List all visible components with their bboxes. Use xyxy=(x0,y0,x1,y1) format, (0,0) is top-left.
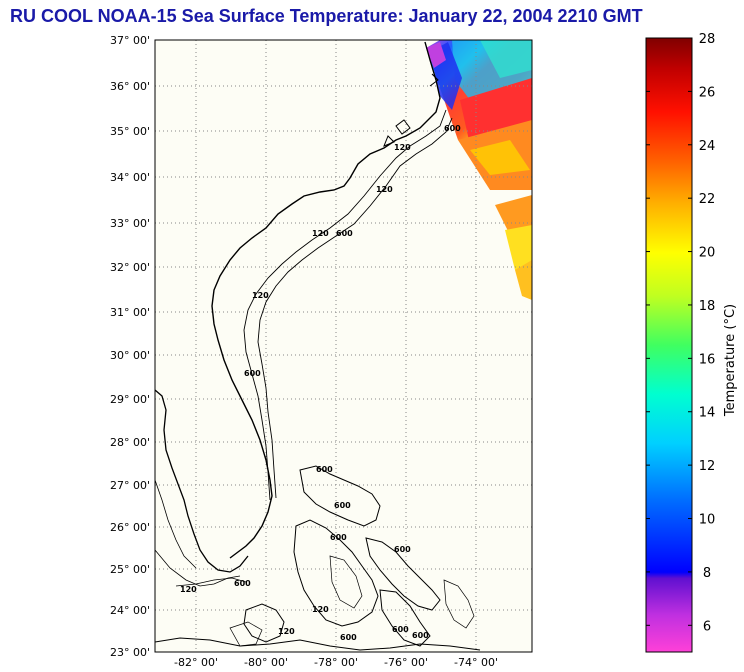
colorbar-tick-label: 28 xyxy=(699,32,716,47)
lat-label: 33° 00' xyxy=(110,217,150,230)
svg-text:600: 600 xyxy=(244,369,261,378)
svg-text:600: 600 xyxy=(444,124,461,133)
colorbar: 28 26 24 22 20 18 16 14 12 10 8 6 Temperature (°C) xyxy=(645,32,738,653)
lat-label: 36° 00' xyxy=(110,80,150,93)
lon-label: -76° 00' xyxy=(384,656,428,669)
colorbar-tick-label: 24 xyxy=(699,139,716,154)
svg-text:120: 120 xyxy=(376,185,393,194)
svg-text:600: 600 xyxy=(234,579,251,588)
svg-text:120: 120 xyxy=(394,143,411,152)
svg-text:600: 600 xyxy=(330,533,347,542)
lon-label: -80° 00' xyxy=(244,656,288,669)
colorbar-gradient xyxy=(645,37,693,653)
colorbar-tick-label: 18 xyxy=(699,299,716,314)
svg-text:120: 120 xyxy=(278,627,295,636)
lat-label: 28° 00' xyxy=(110,436,150,449)
colorbar-tick-label: 16 xyxy=(699,352,716,367)
lat-label: 34° 00' xyxy=(110,171,150,184)
isobath-600 xyxy=(257,117,453,499)
lon-label: -74° 00' xyxy=(454,656,498,669)
lat-label: 30° 00' xyxy=(110,349,150,362)
latitude-axis: 37° 00' 36° 00' 35° 00' 34° 00' 33° 00' … xyxy=(110,34,150,659)
colorbar-tick-label: 12 xyxy=(699,459,716,474)
svg-text:120: 120 xyxy=(252,291,269,300)
colorbar-tick-label: 10 xyxy=(699,513,716,528)
colorbar-label: Temperature (°C) xyxy=(723,304,738,417)
svg-text:600: 600 xyxy=(412,631,429,640)
lon-label: -82° 00' xyxy=(174,656,218,669)
map-frame xyxy=(154,39,533,653)
colorbar-tick-label: 8 xyxy=(703,566,711,581)
colorbar-tick-label: 22 xyxy=(699,192,716,207)
svg-text:600: 600 xyxy=(392,625,409,634)
svg-text:600: 600 xyxy=(316,465,333,474)
lat-label: 32° 00' xyxy=(110,261,150,274)
isobath-120 xyxy=(243,109,447,501)
lat-label: 23° 00' xyxy=(110,646,150,659)
lat-label: 26° 00' xyxy=(110,521,150,534)
colorbar-tick-label: 6 xyxy=(703,619,711,634)
colorbar-tick-label: 14 xyxy=(699,406,716,421)
lat-label: 25° 00' xyxy=(110,563,150,576)
bahamas-banks xyxy=(155,465,481,651)
lat-label: 24° 00' xyxy=(110,604,150,617)
lat-label: 37° 00' xyxy=(110,34,150,47)
svg-text:600: 600 xyxy=(394,545,411,554)
colorbar-ticks: 28 26 24 22 20 18 16 14 12 10 8 6 xyxy=(646,32,715,634)
map-title: RU COOL NOAA-15 Sea Surface Temperature:… xyxy=(10,6,643,26)
svg-text:600: 600 xyxy=(336,229,353,238)
lat-label: 27° 00' xyxy=(110,479,150,492)
svg-text:120: 120 xyxy=(312,605,329,614)
lon-label: -78° 00' xyxy=(314,656,358,669)
colorbar-tick-label: 20 xyxy=(699,246,716,261)
colorbar-tick-label: 26 xyxy=(699,85,716,100)
sst-swath xyxy=(426,40,532,300)
longitude-axis: -82° 00' -80° 00' -78° 00' -76° 00' -74°… xyxy=(174,656,498,669)
svg-text:600: 600 xyxy=(334,501,351,510)
lat-label: 31° 00' xyxy=(110,306,150,319)
isobath-labels: 600 120 120 120 600 120 600 600 600 600 … xyxy=(180,124,461,642)
svg-text:120: 120 xyxy=(312,229,329,238)
florida-coastline xyxy=(155,389,249,573)
graticule xyxy=(155,40,532,652)
svg-text:600: 600 xyxy=(340,633,357,642)
lat-label: 29° 00' xyxy=(110,393,150,406)
coastline xyxy=(211,41,441,559)
svg-text:120: 120 xyxy=(180,585,197,594)
lat-label: 35° 00' xyxy=(110,125,150,138)
